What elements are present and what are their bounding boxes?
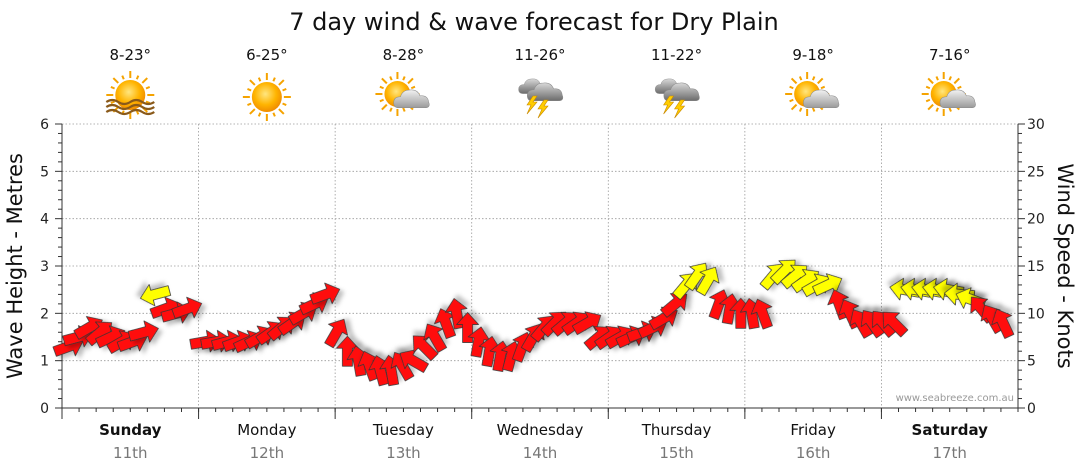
wind-arrow	[434, 308, 457, 340]
left-tick-label: 6	[40, 117, 49, 133]
date-label: 13th	[386, 444, 420, 462]
sun-cloud-icon	[785, 72, 840, 116]
cloud-shape	[803, 89, 840, 109]
left-axis-title: Wave Height - Metres	[3, 153, 27, 379]
cloud-shape	[393, 89, 430, 109]
wind-arrow	[695, 266, 720, 297]
day-footer: Sunday 11th Monday 12th Tuesday 13th Wednesday…	[61, 408, 1019, 462]
right-axis-title: Wind Speed - Knots	[1053, 163, 1077, 368]
temperature-label: 8-23°	[110, 46, 152, 64]
storm-icon	[518, 78, 564, 119]
wind-arrow	[324, 318, 348, 349]
wind-arrows	[52, 259, 1015, 387]
day-label: Sunday	[99, 421, 162, 439]
wind-arrow	[456, 312, 480, 343]
haze-line	[105, 108, 155, 116]
right-tick-label: 5	[1027, 354, 1036, 370]
storm-icon	[654, 78, 700, 119]
lightning-bolt	[526, 95, 538, 115]
sun-cloud-icon	[921, 72, 976, 116]
temperature-label: 7-16°	[929, 46, 971, 64]
sun-icon	[242, 73, 291, 121]
day-label: Tuesday	[372, 421, 434, 439]
wind-arrow	[335, 335, 359, 367]
day-header: 8-23° 6-25° 8-28° 11-26° 11-22° 9-18° 7-16°	[105, 46, 976, 121]
chart-title: 7 day wind & wave forecast for Dry Plain	[289, 8, 779, 36]
wind-arrow	[467, 326, 491, 358]
wind-arrow	[171, 296, 203, 319]
left-tick-label: 4	[40, 212, 49, 228]
day-label: Monday	[237, 421, 296, 439]
right-tick-label: 10	[1027, 306, 1045, 322]
sun-shape	[242, 73, 291, 121]
lightning-bolt	[674, 99, 686, 119]
wind-arrow	[140, 284, 172, 307]
date-label: 17th	[932, 444, 966, 462]
sun-cloud-icon	[375, 72, 430, 116]
haze-line	[105, 98, 155, 106]
left-tick-label: 0	[40, 401, 49, 417]
right-tick-label: 25	[1027, 164, 1045, 180]
lightning-bolt	[663, 95, 675, 115]
sun-shape	[106, 71, 155, 119]
day-label: Friday	[790, 421, 836, 439]
right-tick-label: 15	[1027, 259, 1045, 275]
date-label: 12th	[250, 444, 284, 462]
wind-arrow	[478, 336, 502, 368]
wind-arrow	[571, 311, 602, 336]
wind-arrow	[423, 323, 448, 353]
wind-arrow	[750, 298, 773, 330]
wind-arrow	[991, 308, 1015, 339]
wind-arrow	[719, 293, 742, 325]
day-label: Saturday	[912, 421, 989, 439]
wind-arrow	[708, 289, 731, 321]
right-tick-label: 30	[1027, 117, 1045, 133]
temperature-label: 6-25°	[246, 46, 288, 64]
temperature-label: 11-26°	[514, 46, 565, 64]
wind-arrow	[412, 335, 439, 362]
wind-arrow	[85, 321, 113, 347]
date-label: 16th	[796, 444, 830, 462]
day-label: Thursday	[641, 421, 712, 439]
credit-text: www.seabreeze.com.au	[896, 393, 1014, 404]
left-axis: 0 1 2 3 4 5 6	[40, 117, 62, 417]
wind-arrow	[399, 349, 429, 373]
wind-arrow	[309, 282, 341, 305]
lightning-bolt	[537, 99, 549, 119]
date-label: 14th	[523, 444, 557, 462]
right-tick-label: 0	[1027, 401, 1036, 417]
sun-haze-icon	[105, 71, 155, 119]
haze-line	[105, 103, 155, 111]
right-axis: 0 5 10 15 20 25 30	[1018, 117, 1045, 417]
grid	[62, 123, 1018, 408]
left-tick-label: 2	[40, 306, 49, 322]
temperature-label: 11-22°	[651, 46, 702, 64]
cloud-shape	[939, 89, 976, 109]
temperature-label: 8-28°	[383, 46, 425, 64]
left-tick-label: 3	[40, 259, 49, 275]
left-tick-label: 5	[40, 164, 49, 180]
right-tick-label: 20	[1027, 212, 1045, 228]
date-label: 15th	[659, 444, 693, 462]
day-label: Wednesday	[497, 421, 584, 439]
temperature-label: 9-18°	[792, 46, 834, 64]
date-label: 11th	[113, 444, 147, 462]
left-tick-label: 1	[40, 354, 49, 370]
wind-arrow	[882, 311, 909, 338]
wind-arrow	[127, 320, 159, 343]
